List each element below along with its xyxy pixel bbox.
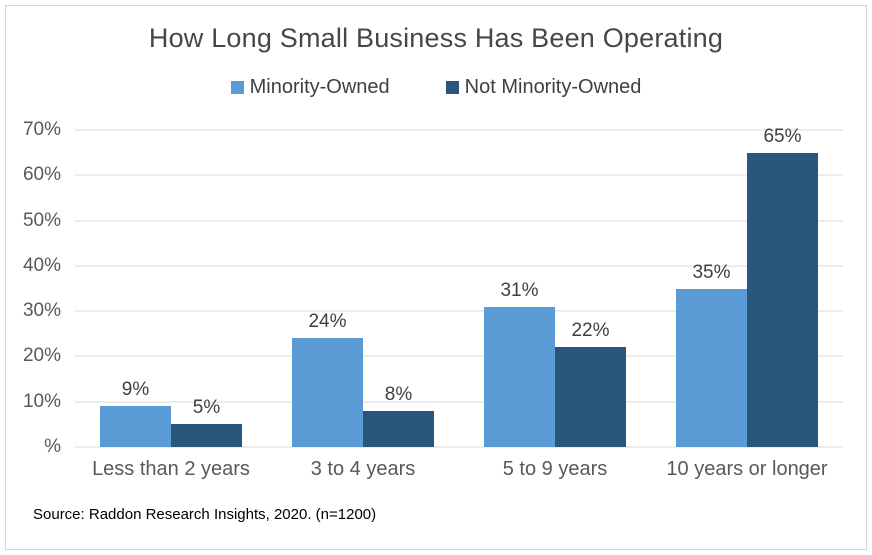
legend-swatch-icon	[230, 81, 244, 94]
x-axis-category-label: 10 years or longer	[666, 458, 828, 480]
bar-minority-owned: 31%	[484, 280, 555, 447]
y-axis-tick-label: 50%	[22, 209, 61, 231]
bar-value-label: 5%	[192, 397, 221, 419]
bar-value-label: 31%	[500, 279, 539, 301]
chart-frame: How Long Small Business Has Been Operati…	[5, 5, 867, 550]
gridline	[75, 310, 843, 312]
chart-title: How Long Small Business Has Been Operati…	[148, 23, 724, 53]
bar-group: 35% 65%	[651, 126, 843, 447]
legend-label: Not Minority-Owned	[464, 76, 642, 98]
legend-item: Not Minority-Owned	[445, 76, 642, 99]
bar-value-label: 9%	[121, 379, 150, 401]
bar-value-label: 8%	[384, 383, 413, 405]
y-axis-tick-label: 30%	[22, 300, 61, 322]
y-axis-tick-label: 70%	[22, 119, 61, 140]
x-axis-category-label: Less than 2 years	[92, 458, 250, 480]
bar-not-minority-owned: 22%	[555, 320, 626, 447]
gridline	[75, 355, 843, 357]
gridline	[75, 129, 843, 131]
source-note: Source: Raddon Research Insights, 2020. …	[33, 506, 377, 523]
bar-minority-owned: 24%	[292, 311, 363, 447]
legend-label: Minority-Owned	[249, 76, 390, 98]
x-axis: Less than 2 years 3 to 4 years 5 to 9 year…	[75, 458, 843, 481]
legend-item: Minority-Owned	[230, 76, 390, 99]
bar-value-label: 22%	[571, 320, 610, 342]
legend: Minority-Owned Not Minority-Owned	[6, 76, 866, 99]
y-axis-tick-label: 40%	[22, 254, 61, 276]
bar-group: 9% 5%	[75, 130, 267, 447]
bar-groups: 9% 5% 24% 8% 31% 22% 35% 65%	[75, 126, 843, 447]
bar-value-label: 65%	[763, 125, 802, 147]
y-axis-tick-label: 60%	[22, 164, 61, 186]
y-axis: 70% 60% 50% 40% 30% 20% 10%%	[6, 119, 61, 457]
legend-swatch-icon	[445, 81, 459, 94]
bar-group: 31% 22%	[459, 130, 651, 447]
gridline	[75, 220, 843, 222]
gridlines	[75, 129, 843, 448]
bar-group: 24% 8%	[267, 130, 459, 447]
bar-minority-owned: 35%	[676, 262, 747, 447]
bar-not-minority-owned: 5%	[171, 397, 242, 447]
y-axis-tick-label: %	[44, 436, 61, 457]
gridline	[75, 401, 843, 403]
bar-minority-owned: 9%	[100, 379, 171, 447]
y-axis-tick-label: 20%	[22, 345, 61, 367]
gridline	[75, 446, 843, 448]
plot-area: 9% 5% 24% 8% 31% 22% 35% 65%	[75, 126, 843, 448]
bar-value-label: 24%	[308, 311, 347, 333]
x-axis-category-label: 3 to 4 years	[310, 458, 416, 480]
x-axis-category-label: 5 to 9 years	[502, 458, 608, 480]
y-axis-tick-label: 10%	[22, 390, 61, 412]
bar-not-minority-owned: 8%	[363, 384, 434, 447]
bar-value-label: 35%	[692, 261, 731, 283]
bar-not-minority-owned: 65%	[747, 126, 818, 447]
gridline	[75, 174, 843, 176]
gridline	[75, 265, 843, 267]
